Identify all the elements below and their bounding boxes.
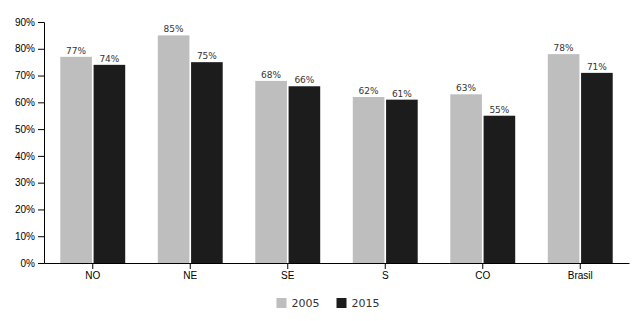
y-tick-label: 40%	[15, 151, 35, 162]
y-tick: 50%	[15, 124, 44, 135]
x-tick-mark	[385, 263, 386, 269]
bar	[484, 116, 516, 263]
bar	[60, 57, 92, 263]
y-tick-label: 30%	[15, 177, 35, 188]
data-label: 55%	[489, 105, 509, 115]
plot: 0% 10% 20% 30% 40% 50% 60% 70% 80% 90% NO NE SE S CO Br…	[15, 17, 630, 281]
y-tick-label: 50%	[15, 124, 35, 135]
y-tick-mark	[38, 129, 44, 130]
x-axis: NO NE SE S CO Brasil	[45, 263, 630, 281]
y-tick-mark	[38, 236, 44, 237]
bar	[581, 73, 613, 263]
data-label: 71%	[587, 62, 607, 72]
data-label: 68%	[261, 70, 281, 80]
data-label: 61%	[392, 89, 412, 99]
legend-item: 2015	[337, 297, 380, 310]
x-tick: SE	[281, 263, 295, 281]
x-tick-mark	[287, 263, 288, 269]
bar	[548, 54, 580, 263]
legend-swatch	[277, 298, 287, 308]
data-labels: 77% 85% 68% 62% 63% 78% 74% 75% 66% 61% 55% 71%	[66, 24, 607, 114]
bar	[353, 97, 385, 263]
legend-label: 2015	[352, 297, 380, 310]
x-tick: S	[382, 263, 389, 281]
y-tick-label: 10%	[15, 231, 35, 242]
y-tick: 70%	[15, 70, 44, 81]
x-tick-label: SE	[281, 270, 295, 281]
x-tick-mark	[92, 263, 93, 269]
y-tick-mark	[38, 49, 44, 50]
data-label: 63%	[456, 83, 476, 93]
x-tick: NO	[85, 263, 100, 281]
data-label: 75%	[197, 51, 217, 61]
y-tick-mark	[38, 76, 44, 77]
y-tick-mark	[38, 209, 44, 210]
chart: 0% 10% 20% 30% 40% 50% 60% 70% 80% 90% NO NE SE S CO Br…	[0, 0, 644, 321]
y-tick-mark	[38, 263, 44, 264]
y-tick: 0%	[21, 258, 44, 269]
x-tick-mark	[190, 263, 191, 269]
bar	[94, 65, 126, 263]
data-label: 66%	[294, 75, 314, 85]
y-tick: 60%	[15, 97, 44, 108]
y-tick-label: 90%	[15, 17, 35, 28]
bar	[289, 86, 321, 263]
x-tick-label: NO	[85, 270, 100, 281]
bar-series	[94, 62, 613, 263]
x-tick: Brasil	[568, 263, 593, 281]
bar	[386, 100, 418, 263]
data-label: 74%	[99, 54, 119, 64]
x-tick: CO	[475, 263, 490, 281]
y-tick-mark	[38, 183, 44, 184]
x-tick-label: NE	[183, 270, 197, 281]
y-tick-mark	[38, 156, 44, 157]
y-tick-label: 20%	[15, 204, 35, 215]
y-tick-label: 60%	[15, 97, 35, 108]
legend-label: 2005	[292, 297, 320, 310]
x-tick-mark	[482, 263, 483, 269]
x-tick-label: Brasil	[568, 270, 593, 281]
y-axis: 0% 10% 20% 30% 40% 50% 60% 70% 80% 90%	[15, 17, 45, 269]
bar	[158, 35, 190, 263]
y-tick: 40%	[15, 151, 44, 162]
y-tick-label: 80%	[15, 43, 35, 54]
y-tick-label: 0%	[21, 258, 36, 269]
y-axis-line	[38, 23, 45, 264]
y-tick-mark	[38, 102, 44, 103]
x-tick-mark	[580, 263, 581, 269]
x-tick-label: CO	[475, 270, 490, 281]
y-tick-label: 70%	[15, 70, 35, 81]
y-tick: 30%	[15, 177, 44, 188]
x-tick-label: S	[382, 270, 389, 281]
y-tick: 20%	[15, 204, 44, 215]
legend: 2005 2015	[277, 297, 380, 310]
data-label: 77%	[66, 46, 86, 56]
bars	[60, 35, 612, 263]
bar	[191, 62, 223, 263]
x-axis-line	[45, 263, 630, 264]
y-tick: 90%	[15, 17, 44, 28]
y-tick: 10%	[15, 231, 44, 242]
legend-item: 2005	[277, 297, 320, 310]
data-label: 78%	[554, 43, 574, 53]
y-tick-mark	[38, 22, 44, 23]
y-tick: 80%	[15, 43, 44, 54]
bar	[255, 81, 287, 263]
data-label: 62%	[359, 86, 379, 96]
bar-series	[60, 35, 579, 263]
bar	[450, 94, 482, 263]
x-tick: NE	[183, 263, 197, 281]
data-label: 85%	[164, 24, 184, 34]
legend-swatch	[337, 298, 347, 308]
